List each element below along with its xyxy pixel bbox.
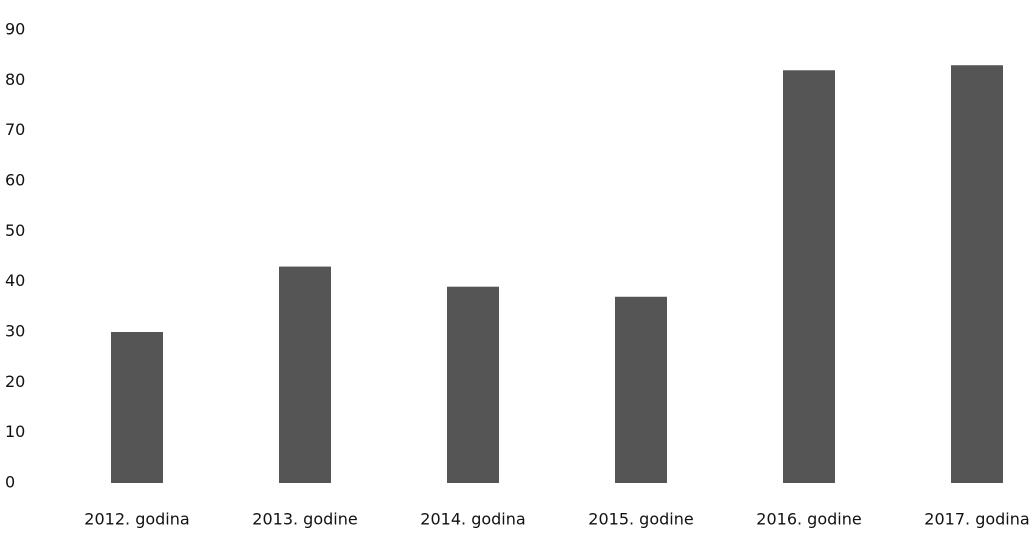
bar (951, 65, 1003, 483)
x-tick-label: 2015. godine (588, 510, 693, 529)
y-tick-label: 20 (5, 372, 25, 391)
bar (111, 332, 163, 483)
y-tick-label: 60 (5, 171, 25, 190)
x-tick-label: 2013. godine (252, 510, 357, 529)
x-tick-label: 2016. godine (756, 510, 861, 529)
y-tick-label: 90 (5, 20, 25, 39)
x-tick-label: 2017. godina (924, 510, 1029, 529)
bar (783, 70, 835, 484)
bar (447, 286, 499, 483)
y-tick-label: 10 (5, 422, 25, 441)
bar (615, 296, 667, 483)
y-tick-label: 0 (5, 473, 15, 492)
y-tick-label: 40 (5, 271, 25, 290)
x-tick-label: 2012. godina (84, 510, 189, 529)
y-tick-label: 50 (5, 221, 25, 240)
x-tick-label: 2014. godina (420, 510, 525, 529)
y-tick-label: 30 (5, 322, 25, 341)
y-tick-label: 70 (5, 120, 25, 139)
y-tick-label: 80 (5, 70, 25, 89)
bar (279, 266, 331, 483)
